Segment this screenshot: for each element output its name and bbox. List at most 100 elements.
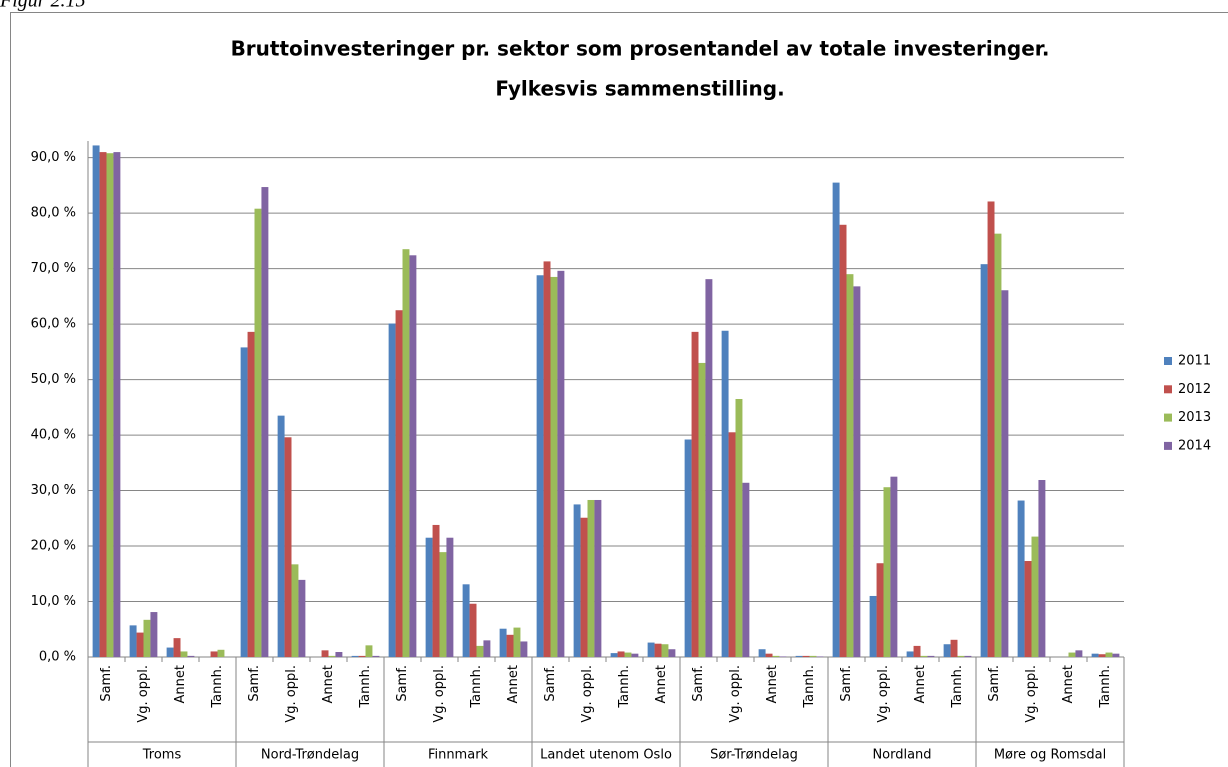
- y-tick-label: 90,0 %: [31, 150, 76, 165]
- bar: [388, 323, 396, 657]
- x-tick-label: Vg. oppl.: [432, 665, 447, 723]
- bar: [298, 579, 306, 657]
- bar: [735, 399, 743, 657]
- x-tick-label: Vg. oppl.: [136, 665, 151, 723]
- bar: [742, 482, 750, 657]
- x-tick-label: Tannh.: [617, 665, 632, 709]
- group-label: Sør-Trøndelag: [710, 748, 798, 763]
- bar: [113, 152, 121, 657]
- bar: [1017, 500, 1025, 657]
- bar: [802, 655, 810, 657]
- x-tick-label: Annet: [1061, 665, 1076, 703]
- bar: [520, 641, 528, 657]
- bar: [462, 584, 470, 657]
- bar: [469, 603, 477, 657]
- legend-swatch: [1164, 357, 1172, 365]
- bar: [772, 655, 780, 657]
- group-label: Møre og Romsdal: [994, 748, 1106, 763]
- bar: [573, 504, 581, 657]
- bar: [927, 655, 935, 657]
- bar: [876, 563, 884, 657]
- chart-subtitle: Fylkesvis sammenstilling.: [495, 77, 784, 101]
- bar: [691, 331, 699, 657]
- bar: [136, 632, 144, 657]
- chart-border: [10, 12, 1228, 767]
- bar: [543, 261, 551, 657]
- bar: [668, 649, 676, 657]
- bar: [839, 224, 847, 657]
- bar: [446, 537, 454, 657]
- x-tick-label: Annet: [913, 665, 928, 703]
- y-tick-label: 80,0 %: [31, 206, 76, 221]
- figure-label: Figur 2.15: [0, 0, 86, 12]
- bar: [240, 347, 248, 657]
- bar: [291, 564, 299, 657]
- x-tick-label: Vg. oppl.: [580, 665, 595, 723]
- bar: [395, 310, 403, 657]
- legend-swatch: [1164, 441, 1172, 450]
- bar: [587, 499, 595, 657]
- bar: [906, 651, 914, 657]
- bar: [1031, 536, 1039, 657]
- bar: [557, 270, 565, 657]
- bar: [210, 651, 218, 657]
- bar: [335, 652, 343, 657]
- chart-title: Bruttoinvesteringer pr. sektor som prose…: [231, 37, 1050, 61]
- bar: [106, 153, 114, 657]
- bar: [1112, 653, 1120, 657]
- bar: [277, 415, 285, 657]
- bar: [409, 255, 417, 658]
- bar: [698, 362, 706, 657]
- bar: [129, 625, 137, 657]
- bar: [705, 279, 713, 657]
- y-tick-label: 10,0 %: [31, 594, 76, 609]
- bar: [483, 640, 491, 657]
- group-label: Nordland: [872, 748, 931, 763]
- legend-label: 2011: [1178, 354, 1211, 369]
- x-tick-label: Annet: [321, 665, 336, 703]
- bar: [779, 656, 787, 657]
- bar: [425, 537, 433, 657]
- x-tick-label: Samf.: [691, 665, 706, 702]
- bar: [358, 655, 366, 657]
- bar: [809, 655, 817, 657]
- bar: [1098, 654, 1106, 657]
- bar: [920, 655, 928, 657]
- bar: [187, 655, 195, 657]
- bar: [284, 437, 292, 657]
- x-tick-label: Vg. oppl.: [876, 665, 891, 723]
- bar: [853, 286, 861, 657]
- bar: [890, 476, 898, 657]
- bar: [499, 628, 507, 657]
- bar: [92, 145, 100, 657]
- bar: [994, 233, 1002, 657]
- bar: [550, 276, 558, 657]
- bar: [795, 655, 803, 657]
- y-tick-label: 20,0 %: [31, 539, 76, 554]
- bar: [654, 643, 662, 657]
- bar: [647, 642, 655, 657]
- bar: [513, 627, 521, 657]
- bar: [883, 487, 891, 657]
- bar: [1001, 290, 1009, 657]
- bar: [476, 645, 484, 657]
- bar: [987, 201, 995, 657]
- bar: [365, 645, 373, 657]
- bar: [869, 595, 877, 657]
- bar: [816, 656, 824, 657]
- bar: [846, 274, 854, 657]
- x-tick-label: Tannh.: [950, 665, 965, 709]
- x-tick-label: Tannh.: [802, 665, 817, 709]
- group-label: Landet utenom Oslo: [540, 748, 672, 763]
- bar: [1068, 652, 1076, 657]
- bar: [580, 517, 588, 657]
- bar: [99, 152, 107, 657]
- x-tick-label: Samf.: [99, 665, 114, 702]
- x-tick-label: Vg. oppl.: [284, 665, 299, 723]
- group-label: Nord-Trøndelag: [261, 748, 359, 763]
- bar: [758, 649, 766, 657]
- x-tick-label: Vg. oppl.: [728, 665, 743, 723]
- bar: [624, 652, 632, 657]
- bar: [321, 650, 329, 657]
